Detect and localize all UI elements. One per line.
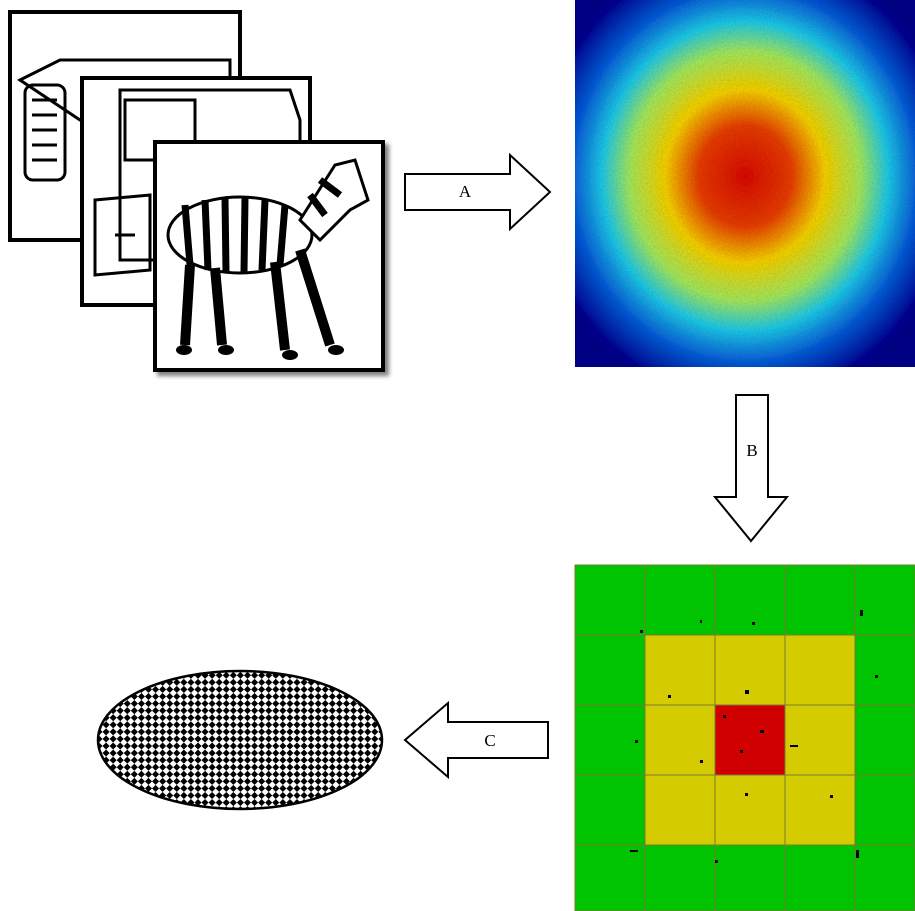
arrow-label: A [459, 182, 472, 201]
arrow [403, 700, 549, 780]
arrow-label: C [484, 731, 495, 750]
image-stack [8, 10, 385, 372]
heatmap [575, 0, 915, 367]
arrow-label: B [746, 441, 757, 460]
zebra [166, 158, 370, 360]
arrow [404, 152, 552, 232]
ellipse-output [96, 669, 384, 811]
arrow [712, 394, 790, 543]
grid-map [574, 564, 915, 911]
